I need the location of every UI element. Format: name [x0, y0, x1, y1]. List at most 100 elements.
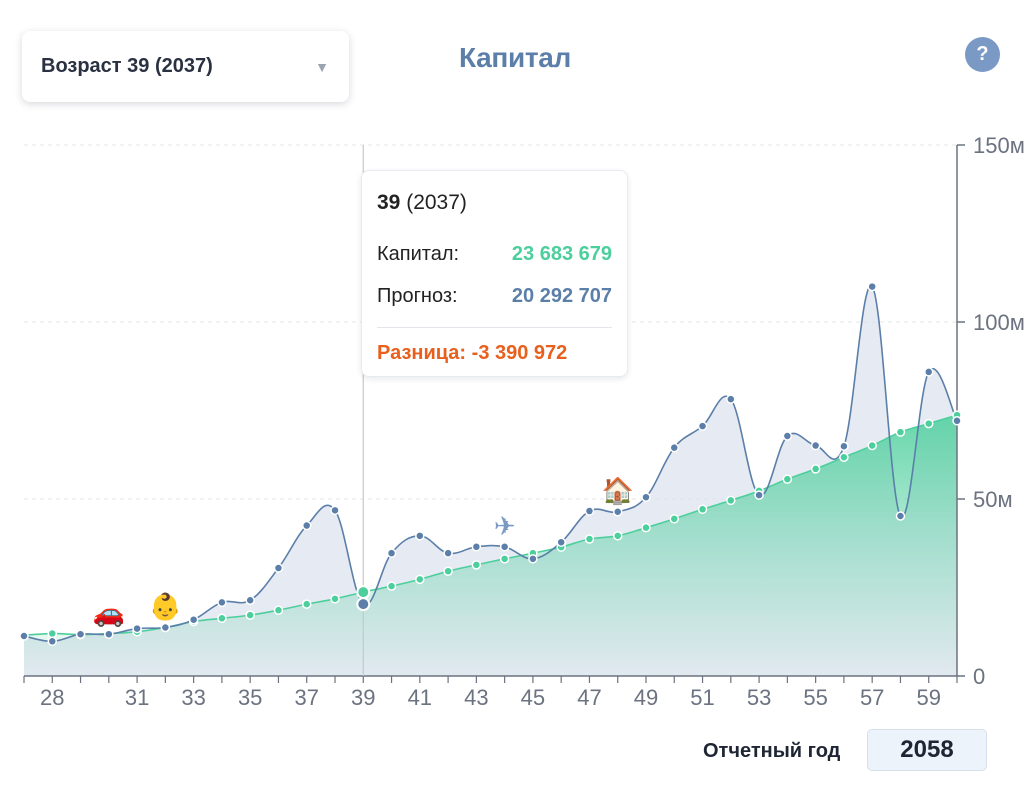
forecast-point — [754, 490, 764, 500]
forecast-point — [923, 367, 934, 377]
car-icon: 🚗 — [93, 598, 125, 628]
capital-point — [726, 495, 736, 506]
tooltip-capital-label: Капитал: — [377, 242, 460, 265]
capital-point — [669, 514, 680, 524]
y-tick-label: 100м — [973, 310, 1025, 335]
chart-title: Капитал — [458, 42, 572, 73]
forecast-point — [528, 554, 538, 564]
tooltip-capital-row: Капитал: 23 683 679 — [377, 233, 612, 275]
forecast-point — [895, 511, 906, 521]
forecast-point — [188, 614, 199, 625]
forecast-point — [810, 440, 821, 451]
airplane-icon: ✈ — [494, 511, 516, 541]
x-tick-label: 31 — [125, 685, 149, 710]
forecast-point — [75, 629, 86, 639]
data-tooltip: 39 (2037) Капитал: 23 683 679 Прогноз: 2… — [361, 170, 628, 377]
capital-point — [245, 610, 255, 620]
tooltip-diff-label: Разница: — [377, 342, 467, 364]
capital-point — [273, 605, 284, 615]
tooltip-age: 39 — [377, 191, 401, 214]
report-year-label: Отчетный год — [703, 740, 841, 762]
tooltip-header: 39 (2037) — [377, 191, 612, 219]
forecast-point — [47, 636, 58, 647]
forecast-point — [499, 542, 510, 552]
forecast-point — [217, 597, 227, 608]
capital-point — [782, 474, 793, 484]
house-icon: 🏠 — [602, 476, 634, 506]
forecast-point — [245, 595, 255, 605]
capital-point — [47, 628, 58, 639]
forecast-point — [782, 431, 793, 441]
y-tick-label: 150м — [973, 133, 1025, 158]
tooltip-forecast-label: Прогноз: — [377, 284, 458, 307]
x-tick-label: 28 — [40, 685, 64, 710]
age-select[interactable]: Возраст 39 (2037) ▼ — [22, 31, 349, 102]
capital-point — [415, 574, 425, 585]
forecast-point — [301, 520, 312, 531]
x-tick-label: 35 — [238, 685, 262, 710]
x-tick-label: 51 — [690, 685, 714, 710]
report-year-input[interactable] — [867, 729, 987, 771]
forecast-point — [132, 623, 142, 634]
forecast-point — [697, 421, 708, 431]
forecast-point — [726, 394, 736, 404]
tooltip-forecast-row: Прогноз: 20 292 707 — [377, 275, 612, 317]
capital-point — [217, 613, 227, 624]
x-tick-label: 41 — [408, 685, 432, 710]
baby-icon: 👶 — [149, 592, 181, 622]
forecast-point — [386, 548, 397, 558]
x-tick-label: 53 — [747, 685, 771, 710]
tooltip-diff-value: -3 390 972 — [471, 342, 568, 364]
x-tick-label: 33 — [181, 685, 205, 710]
forecast-point — [443, 548, 453, 558]
capital-point — [443, 566, 453, 576]
capital-point — [356, 585, 371, 600]
y-tick-label: 50м — [973, 487, 1013, 512]
forecast-point — [612, 506, 623, 517]
capital-point — [641, 522, 651, 533]
forecast-point — [867, 281, 877, 292]
forecast-point — [556, 537, 566, 547]
capital-point — [839, 452, 849, 462]
forecast-point — [641, 492, 651, 502]
forecast-point — [356, 597, 371, 612]
x-tick-label: 39 — [351, 685, 375, 710]
tooltip-year: (2037) — [406, 191, 467, 214]
forecast-point — [669, 442, 680, 453]
capital-point — [471, 560, 482, 570]
forecast-point — [273, 563, 284, 573]
forecast-point — [160, 622, 171, 633]
forecast-point — [952, 416, 962, 426]
forecast-point — [839, 441, 849, 452]
x-tick-label: 47 — [577, 685, 601, 710]
capital-point — [697, 504, 708, 515]
tooltip-divider — [377, 327, 612, 328]
chevron-down-icon: ▼ — [315, 58, 329, 75]
tooltip-capital-value: 23 683 679 — [511, 242, 612, 265]
capital-point — [612, 531, 623, 541]
capital-point — [330, 594, 340, 604]
forecast-point — [415, 531, 425, 541]
x-tick-label: 55 — [803, 685, 827, 710]
x-tick-label: 45 — [521, 685, 545, 710]
forecast-point — [19, 631, 29, 641]
capital-point — [810, 464, 821, 474]
tooltip-forecast-value: 20 292 707 — [511, 284, 612, 307]
capital-point — [895, 427, 906, 437]
capital-point — [867, 440, 877, 451]
forecast-point — [584, 506, 595, 516]
capital-point — [923, 418, 934, 429]
tooltip-diff: Разница: -3 390 972 — [377, 342, 612, 365]
capital-area — [24, 415, 957, 676]
help-icon[interactable]: ? — [965, 37, 1000, 72]
x-tick-label: 37 — [294, 685, 318, 710]
capital-point — [301, 599, 312, 609]
capital-point — [584, 534, 595, 544]
x-tick-label: 49 — [634, 685, 658, 710]
x-tick-label: 59 — [916, 685, 940, 710]
forecast-point — [104, 629, 114, 639]
forecast-point — [471, 542, 482, 552]
x-tick-label: 43 — [464, 685, 488, 710]
x-tick-label: 57 — [860, 685, 884, 710]
